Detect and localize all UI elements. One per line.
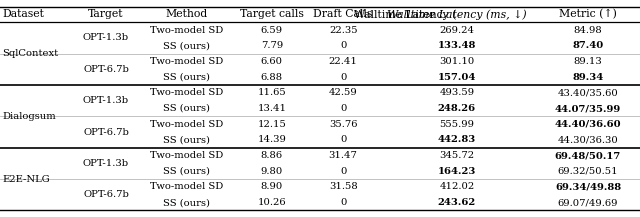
- Text: 12.15: 12.15: [257, 120, 286, 129]
- Text: 8.90: 8.90: [260, 182, 283, 191]
- Text: 42.59: 42.59: [329, 88, 358, 97]
- Text: 243.62: 243.62: [438, 198, 476, 207]
- Text: SS (ours): SS (ours): [163, 198, 211, 207]
- Text: OPT-6.7b: OPT-6.7b: [83, 65, 129, 74]
- Text: Two-model SD: Two-model SD: [150, 120, 223, 129]
- Text: Walltime Latency (ms, ↓): Walltime Latency (ms, ↓): [387, 9, 527, 20]
- Text: OPT-6.7b: OPT-6.7b: [83, 190, 129, 199]
- Text: 0: 0: [340, 41, 346, 50]
- Text: 269.24: 269.24: [440, 26, 474, 35]
- Text: Dialogsum: Dialogsum: [3, 112, 56, 121]
- Text: 69.48/50.17: 69.48/50.17: [555, 151, 621, 160]
- Text: 10.26: 10.26: [257, 198, 286, 207]
- Text: 69.07/49.69: 69.07/49.69: [557, 198, 618, 207]
- Text: Metric (↑): Metric (↑): [559, 9, 617, 20]
- Text: 0: 0: [340, 73, 346, 82]
- Text: OPT-6.7b: OPT-6.7b: [83, 128, 129, 136]
- Text: Two-model SD: Two-model SD: [150, 88, 223, 97]
- Text: 69.34/49.88: 69.34/49.88: [555, 182, 621, 191]
- Text: Two-model SD: Two-model SD: [150, 57, 223, 66]
- Text: 8.86: 8.86: [260, 151, 283, 160]
- Text: 44.40/36.60: 44.40/36.60: [555, 120, 621, 129]
- Text: 69.32/50.51: 69.32/50.51: [557, 167, 618, 176]
- Text: 555.99: 555.99: [440, 120, 474, 129]
- Text: 412.02: 412.02: [439, 182, 474, 191]
- Text: OPT-1.3b: OPT-1.3b: [83, 159, 129, 168]
- Text: 43.40/35.60: 43.40/35.60: [557, 88, 618, 97]
- Text: 0: 0: [340, 167, 346, 176]
- Text: 44.07/35.99: 44.07/35.99: [555, 104, 621, 113]
- Text: 493.59: 493.59: [439, 88, 474, 97]
- Text: 301.10: 301.10: [439, 57, 474, 66]
- Text: 133.48: 133.48: [438, 41, 476, 50]
- Text: 14.39: 14.39: [257, 135, 286, 144]
- Text: SS (ours): SS (ours): [163, 41, 211, 50]
- Text: 31.47: 31.47: [329, 151, 358, 160]
- Text: 89.13: 89.13: [573, 57, 602, 66]
- Text: SS (ours): SS (ours): [163, 135, 211, 144]
- Text: OPT-1.3b: OPT-1.3b: [83, 33, 129, 42]
- Text: 31.58: 31.58: [329, 182, 358, 191]
- Text: SqlContext: SqlContext: [3, 49, 59, 58]
- Text: 13.41: 13.41: [257, 104, 286, 113]
- Text: 35.76: 35.76: [329, 120, 357, 129]
- Text: 248.26: 248.26: [438, 104, 476, 113]
- Text: Target calls: Target calls: [240, 9, 304, 19]
- Text: 442.83: 442.83: [438, 135, 476, 144]
- Text: SS (ours): SS (ours): [163, 167, 211, 176]
- Text: Walltime Latency (: Walltime Latency (: [355, 9, 457, 20]
- Text: 7.79: 7.79: [260, 41, 283, 50]
- Text: Two-model SD: Two-model SD: [150, 151, 223, 160]
- Text: 157.04: 157.04: [438, 73, 476, 82]
- Text: 0: 0: [340, 104, 346, 113]
- Text: 11.65: 11.65: [257, 88, 286, 97]
- Text: Target: Target: [88, 9, 124, 19]
- Text: 0: 0: [340, 198, 346, 207]
- Text: 6.60: 6.60: [261, 57, 283, 66]
- Text: Two-model SD: Two-model SD: [150, 182, 223, 191]
- Text: Two-model SD: Two-model SD: [150, 26, 223, 35]
- Text: 22.35: 22.35: [329, 26, 358, 35]
- Text: 0: 0: [340, 135, 346, 144]
- Text: 22.41: 22.41: [329, 57, 358, 66]
- Text: E2E-NLG: E2E-NLG: [3, 175, 51, 184]
- Text: 6.59: 6.59: [260, 26, 283, 35]
- Text: OPT-1.3b: OPT-1.3b: [83, 96, 129, 105]
- Text: 345.72: 345.72: [439, 151, 474, 160]
- Text: Dataset: Dataset: [3, 9, 44, 19]
- Text: SS (ours): SS (ours): [163, 104, 211, 113]
- Text: 87.40: 87.40: [572, 41, 604, 50]
- Text: 89.34: 89.34: [572, 73, 604, 82]
- Text: 164.23: 164.23: [438, 167, 476, 176]
- Text: 44.30/36.30: 44.30/36.30: [557, 135, 618, 144]
- Text: 9.80: 9.80: [260, 167, 283, 176]
- Text: Method: Method: [166, 9, 208, 19]
- Text: 84.98: 84.98: [573, 26, 602, 35]
- Text: Draft Calls: Draft Calls: [314, 9, 373, 19]
- Text: 6.88: 6.88: [260, 73, 283, 82]
- Text: SS (ours): SS (ours): [163, 73, 211, 82]
